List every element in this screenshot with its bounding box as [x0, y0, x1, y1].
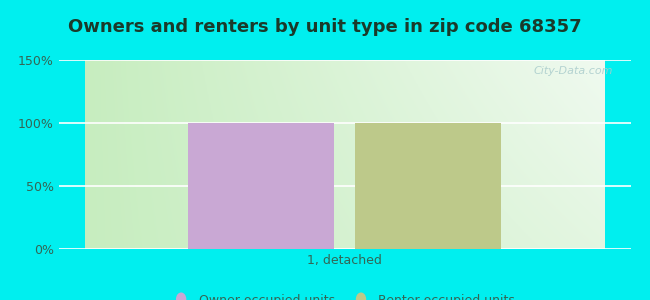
Text: Owners and renters by unit type in zip code 68357: Owners and renters by unit type in zip c…: [68, 18, 582, 36]
Text: City-Data.com: City-Data.com: [534, 66, 614, 76]
Bar: [188, 123, 334, 249]
Bar: [355, 123, 500, 249]
Legend: Owner occupied units, Renter occupied units: Owner occupied units, Renter occupied un…: [168, 289, 521, 300]
